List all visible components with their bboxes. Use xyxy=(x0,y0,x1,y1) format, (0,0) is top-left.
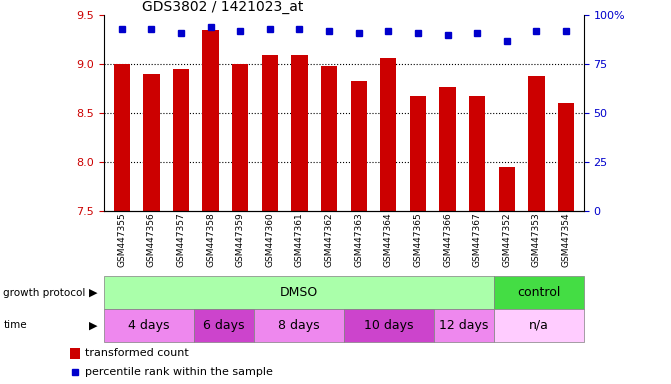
Bar xyxy=(434,309,494,342)
Text: growth protocol: growth protocol xyxy=(3,288,86,298)
Bar xyxy=(104,309,194,342)
Bar xyxy=(469,96,485,211)
Bar xyxy=(380,58,397,211)
Bar xyxy=(344,309,434,342)
Text: ▶: ▶ xyxy=(89,320,97,331)
Bar xyxy=(410,96,426,211)
Text: GDS3802 / 1421023_at: GDS3802 / 1421023_at xyxy=(142,0,304,14)
Text: ▶: ▶ xyxy=(89,288,97,298)
Bar xyxy=(291,55,307,211)
Text: control: control xyxy=(517,286,560,299)
Text: n/a: n/a xyxy=(529,319,549,332)
Bar xyxy=(70,348,80,359)
Bar xyxy=(494,309,584,342)
Bar xyxy=(499,167,515,211)
Bar xyxy=(494,276,584,309)
Text: DMSO: DMSO xyxy=(280,286,318,299)
Bar xyxy=(254,309,344,342)
Text: percentile rank within the sample: percentile rank within the sample xyxy=(85,367,272,377)
Bar xyxy=(558,104,574,211)
Bar xyxy=(143,74,160,211)
Bar xyxy=(194,309,254,342)
Text: 8 days: 8 days xyxy=(278,319,319,332)
Bar xyxy=(528,76,545,211)
Bar xyxy=(113,65,130,211)
Text: 4 days: 4 days xyxy=(128,319,170,332)
Text: transformed count: transformed count xyxy=(85,348,189,358)
Bar xyxy=(262,55,278,211)
Bar xyxy=(104,276,494,309)
Text: 12 days: 12 days xyxy=(439,319,488,332)
Bar xyxy=(232,65,248,211)
Bar xyxy=(173,69,189,211)
Bar xyxy=(350,81,367,211)
Bar xyxy=(440,87,456,211)
Text: 10 days: 10 days xyxy=(364,319,413,332)
Text: 6 days: 6 days xyxy=(203,319,245,332)
Text: time: time xyxy=(3,320,27,331)
Bar xyxy=(203,30,219,211)
Bar xyxy=(321,66,338,211)
